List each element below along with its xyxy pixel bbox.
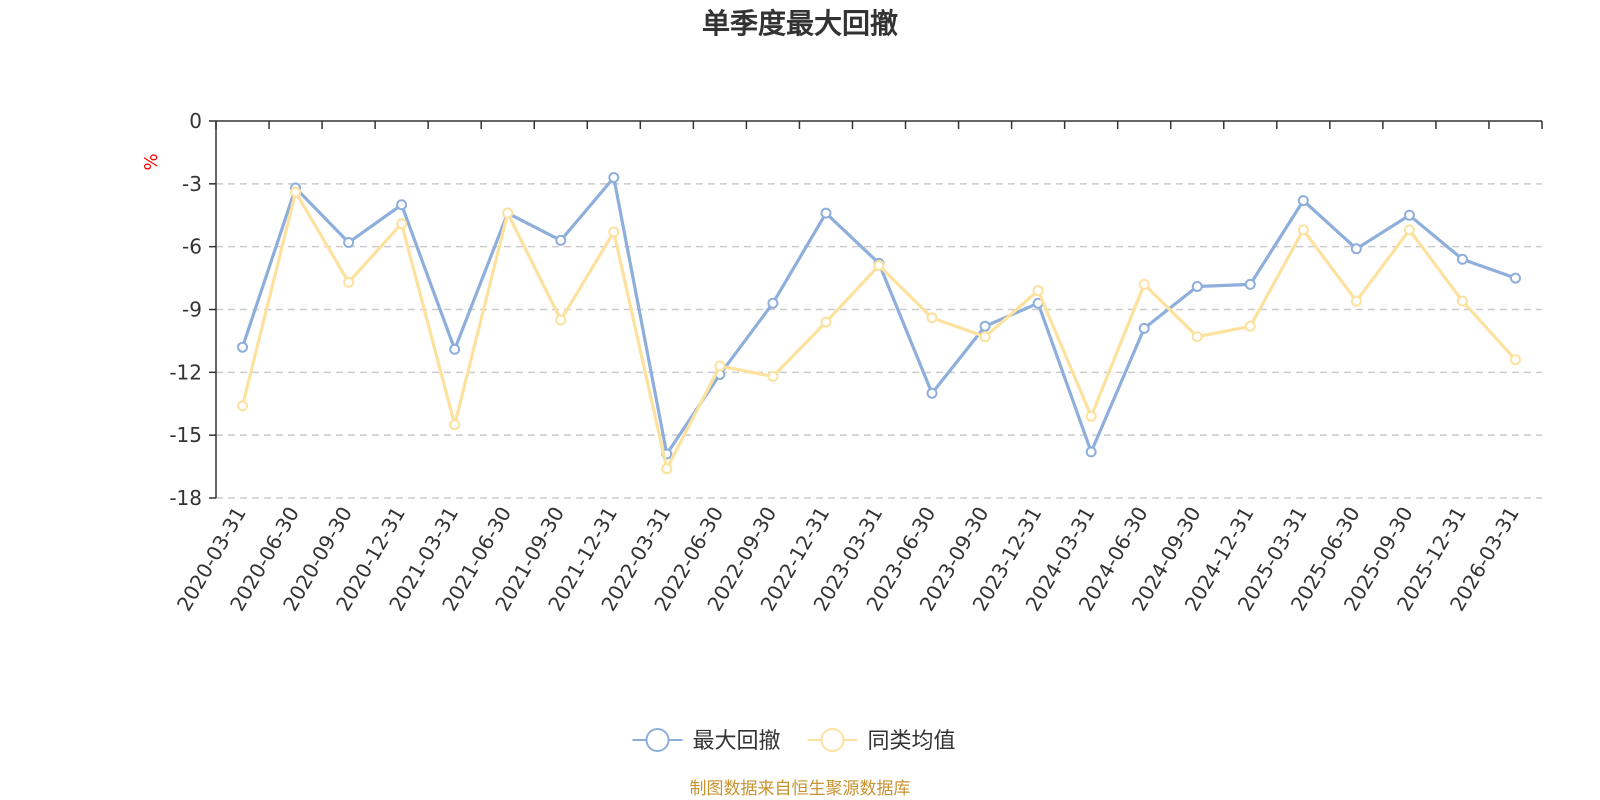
series-1-point-0	[237, 400, 249, 412]
y-tick-label-1: -3	[182, 172, 202, 196]
legend-marker-0	[645, 728, 670, 752]
series-0-point-6	[555, 234, 567, 246]
y-tick-label-4: -12	[169, 360, 202, 384]
series-line-0	[240, 176, 1517, 456]
series-1-point-6	[555, 314, 567, 326]
series-1-point-23	[1456, 295, 1468, 307]
series-0-point-22	[1403, 209, 1415, 221]
series-0-point-19	[1244, 278, 1256, 290]
series-1-point-4	[449, 419, 461, 431]
series-0-point-7	[608, 172, 620, 184]
series-1-point-5	[502, 207, 514, 219]
series-1-point-1	[290, 186, 302, 198]
series-1-point-17	[1138, 278, 1150, 290]
series-0-point-13	[926, 387, 938, 399]
chart-title: 单季度最大回撤	[702, 7, 898, 40]
series-1-point-7	[608, 226, 620, 238]
y-tick-label-2: -6	[182, 235, 202, 259]
series-0-point-23	[1456, 253, 1468, 265]
x-tick-labels: 2020-03-312020-06-302020-09-302020-12-31…	[172, 503, 1524, 616]
y-tick-labels: 0 -3 -6 -9 -12 -15 -18	[169, 109, 202, 510]
series-1-point-8	[661, 463, 673, 475]
series-0-point-18	[1191, 280, 1203, 292]
legend-item-0[interactable]: 最大回撤	[632, 728, 781, 754]
legend-item-1[interactable]: 同类均值	[807, 728, 956, 754]
y-tick-label-3: -9	[182, 298, 202, 322]
series-1-point-14	[979, 331, 991, 343]
series-0-point-24	[1509, 272, 1521, 284]
series-lines	[237, 172, 1521, 475]
legend-marker-1	[820, 728, 845, 752]
series-line-1	[240, 190, 1517, 471]
y-tick-label-0: 0	[189, 109, 202, 133]
series-0	[237, 172, 1521, 460]
series-0-point-17	[1138, 322, 1150, 334]
series-0-point-21	[1350, 243, 1362, 255]
series-0-point-4	[449, 343, 461, 355]
series-1-point-16	[1085, 410, 1097, 422]
series-1-point-12	[873, 260, 885, 272]
legend[interactable]: 最大回撤 同类均值	[632, 728, 956, 754]
series-0-point-10	[767, 297, 779, 309]
data-source-note: 制图数据来自恒生聚源数据库	[690, 779, 911, 799]
series-1-point-19	[1244, 320, 1256, 332]
series-1-point-10	[767, 371, 779, 383]
series-1-point-24	[1509, 354, 1521, 366]
y-tick-label-5: -15	[169, 423, 202, 447]
series-1	[237, 186, 1521, 475]
series-1-point-2	[343, 276, 355, 288]
series-1-point-22	[1403, 224, 1415, 236]
y-axis-unit-label: %	[141, 153, 162, 170]
grid-lines	[216, 183, 1542, 499]
series-0-point-0	[237, 341, 249, 353]
legend-label-1: 同类均值	[868, 729, 956, 754]
axes	[209, 120, 1543, 499]
legend-label-0: 最大回撤	[693, 729, 781, 754]
y-tick-label-6: -18	[169, 486, 202, 510]
series-0-point-20	[1297, 195, 1309, 207]
series-1-point-15	[1032, 285, 1044, 297]
series-0-point-2	[343, 236, 355, 248]
series-0-point-3	[396, 199, 408, 211]
series-1-point-3	[396, 218, 408, 230]
series-1-point-20	[1297, 224, 1309, 236]
series-1-point-21	[1350, 295, 1362, 307]
series-0-point-11	[820, 207, 832, 219]
series-1-point-13	[926, 312, 938, 324]
series-1-point-11	[820, 316, 832, 328]
series-1-point-9	[714, 360, 726, 372]
series-0-point-14	[979, 320, 991, 332]
series-0-point-16	[1085, 446, 1097, 458]
series-1-point-18	[1191, 331, 1203, 343]
